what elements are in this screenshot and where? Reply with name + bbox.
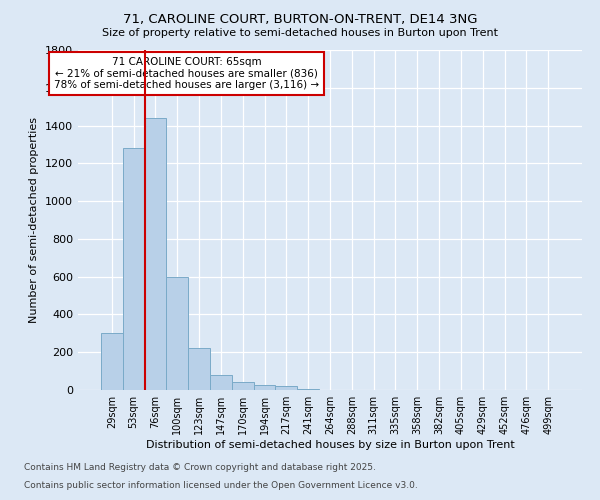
Bar <box>188 348 210 390</box>
Text: Size of property relative to semi-detached houses in Burton upon Trent: Size of property relative to semi-detach… <box>102 28 498 38</box>
Y-axis label: Number of semi-detached properties: Number of semi-detached properties <box>29 117 40 323</box>
X-axis label: Distribution of semi-detached houses by size in Burton upon Trent: Distribution of semi-detached houses by … <box>146 440 514 450</box>
Bar <box>210 375 232 390</box>
Bar <box>166 276 188 390</box>
Bar <box>297 389 319 390</box>
Bar <box>145 118 166 390</box>
Bar <box>254 386 275 390</box>
Text: 71 CAROLINE COURT: 65sqm
← 21% of semi-detached houses are smaller (836)
78% of : 71 CAROLINE COURT: 65sqm ← 21% of semi-d… <box>54 57 319 90</box>
Bar <box>101 334 123 390</box>
Text: Contains HM Land Registry data © Crown copyright and database right 2025.: Contains HM Land Registry data © Crown c… <box>24 464 376 472</box>
Text: Contains public sector information licensed under the Open Government Licence v3: Contains public sector information licen… <box>24 481 418 490</box>
Bar <box>232 382 254 390</box>
Text: 71, CAROLINE COURT, BURTON-ON-TRENT, DE14 3NG: 71, CAROLINE COURT, BURTON-ON-TRENT, DE1… <box>123 12 477 26</box>
Bar <box>275 386 297 390</box>
Bar <box>123 148 145 390</box>
